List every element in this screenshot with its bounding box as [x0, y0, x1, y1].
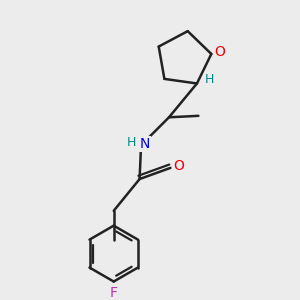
Text: O: O: [215, 46, 226, 59]
Text: H: H: [205, 73, 214, 85]
Text: N: N: [140, 137, 150, 151]
Text: H: H: [127, 136, 136, 149]
Text: F: F: [110, 286, 118, 300]
Text: O: O: [173, 159, 184, 173]
